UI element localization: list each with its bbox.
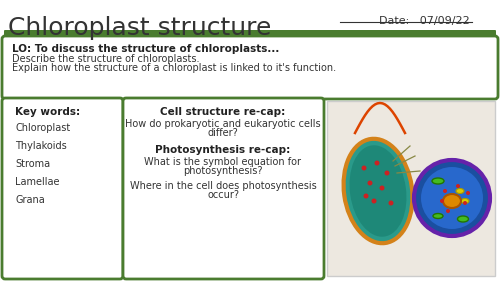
Text: Explain how the structure of a chloroplast is linked to it's function.: Explain how the structure of a chloropla… (12, 63, 336, 73)
Circle shape (443, 189, 447, 193)
Text: Describe the structure of chloroplasts.: Describe the structure of chloroplasts. (12, 54, 200, 64)
Text: Chloroplast: Chloroplast (15, 123, 70, 133)
Ellipse shape (432, 178, 444, 184)
Circle shape (368, 180, 372, 185)
Circle shape (364, 194, 368, 198)
Circle shape (466, 191, 470, 195)
Ellipse shape (461, 198, 469, 203)
Circle shape (456, 184, 460, 188)
Ellipse shape (350, 145, 406, 237)
Text: What is the symbol equation for: What is the symbol equation for (144, 157, 302, 167)
Text: Grana: Grana (15, 195, 45, 205)
Text: Key words:: Key words: (15, 107, 80, 117)
Text: Photosynthesis re-cap:: Photosynthesis re-cap: (156, 145, 290, 155)
Ellipse shape (433, 214, 443, 219)
Circle shape (446, 209, 450, 213)
Circle shape (380, 185, 384, 191)
Circle shape (421, 167, 483, 229)
FancyBboxPatch shape (327, 101, 495, 276)
Text: How do prokaryotic and eukaryotic cells: How do prokaryotic and eukaryotic cells (125, 119, 321, 129)
Text: Date:   07/09/22: Date: 07/09/22 (380, 16, 470, 26)
Circle shape (414, 160, 490, 236)
Circle shape (362, 166, 366, 171)
Text: Thylakoids: Thylakoids (15, 141, 67, 151)
Circle shape (372, 198, 376, 203)
Ellipse shape (456, 189, 464, 194)
Ellipse shape (344, 139, 412, 243)
FancyBboxPatch shape (2, 36, 498, 99)
Text: Stroma: Stroma (15, 159, 50, 169)
Circle shape (374, 160, 380, 166)
Text: occur?: occur? (207, 190, 239, 200)
Circle shape (463, 201, 467, 205)
Circle shape (384, 171, 390, 176)
Text: photosynthesis?: photosynthesis? (183, 166, 263, 176)
Text: Where in the cell does photosynthesis: Where in the cell does photosynthesis (130, 181, 316, 191)
Text: Lamellae: Lamellae (15, 177, 60, 187)
FancyBboxPatch shape (2, 98, 123, 279)
Ellipse shape (443, 194, 461, 208)
Text: LO: To discuss the structure of chloroplasts...: LO: To discuss the structure of chloropl… (12, 44, 280, 54)
Circle shape (440, 199, 444, 203)
Text: differ?: differ? (208, 128, 238, 138)
FancyBboxPatch shape (4, 30, 496, 37)
Ellipse shape (458, 216, 468, 222)
Circle shape (388, 201, 394, 205)
FancyBboxPatch shape (123, 98, 324, 279)
Text: Cell structure re-cap:: Cell structure re-cap: (160, 107, 286, 117)
Text: Chloroplast structure: Chloroplast structure (8, 16, 272, 40)
